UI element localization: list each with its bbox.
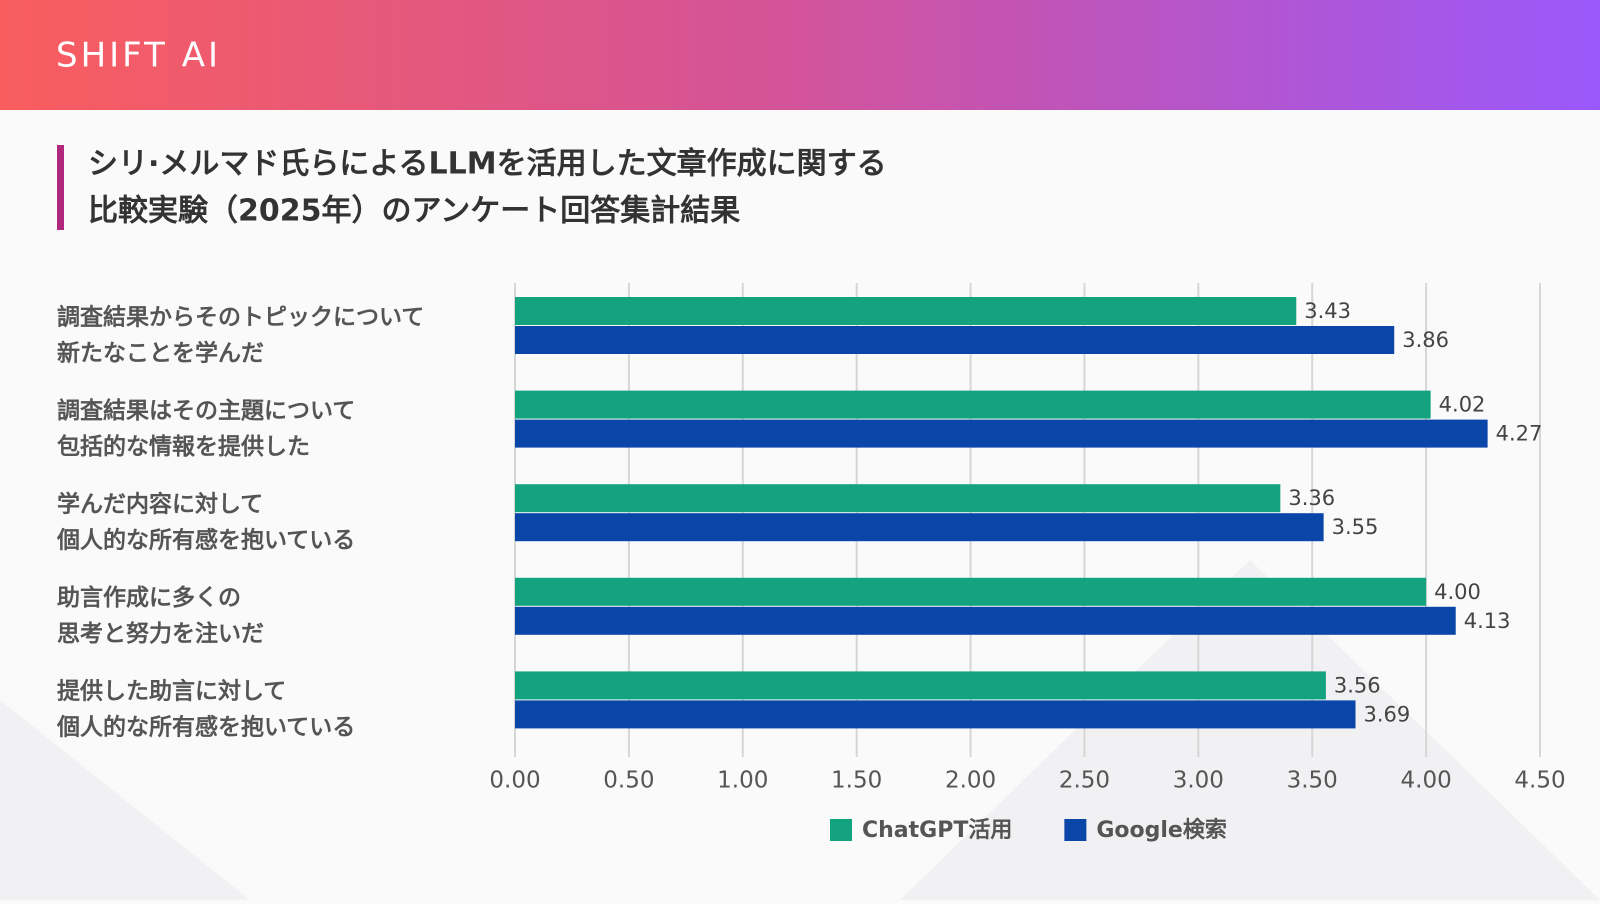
value-label: 4.27	[1496, 422, 1543, 446]
decor	[0, 700, 250, 900]
bar	[515, 513, 1324, 542]
x-tick-label: 1.50	[831, 768, 882, 794]
y-tick-label: 助言作成に多くの	[57, 584, 241, 611]
bar	[515, 484, 1281, 513]
value-label: 3.43	[1304, 299, 1351, 323]
title-accent	[57, 145, 64, 230]
bar	[515, 671, 1326, 700]
x-tick-label: 2.50	[1059, 768, 1110, 794]
x-tick-label: 3.50	[1287, 768, 1338, 794]
value-label: 3.56	[1334, 673, 1381, 697]
y-tick-label: 個人的な所有感を抱いている	[56, 714, 355, 741]
brand: SHIFT AI	[56, 36, 221, 76]
legend-swatch	[830, 819, 852, 841]
chart-title: シリ·メルマド氏らによるLLMを活用した文章作成に関する	[88, 147, 887, 182]
chart-title: 比較実験（2025年）のアンケート回答集計結果	[88, 194, 740, 229]
x-tick-label: 0.50	[603, 768, 654, 794]
value-label: 3.69	[1364, 702, 1411, 726]
legend-swatch	[1064, 819, 1087, 841]
x-tick-label: 4.00	[1401, 768, 1452, 794]
value-label: 4.02	[1439, 393, 1486, 417]
value-label: 4.13	[1464, 609, 1511, 633]
y-tick-label: 調査結果はその主題について	[57, 397, 355, 424]
bar	[515, 606, 1456, 635]
x-tick-label: 1.00	[717, 768, 768, 794]
value-label: 3.55	[1332, 515, 1379, 539]
x-tick-label: 4.50	[1514, 768, 1565, 794]
bar	[515, 700, 1356, 729]
legend-label: Google検索	[1096, 818, 1227, 843]
value-label: 3.36	[1288, 486, 1335, 510]
value-label: 3.86	[1402, 328, 1449, 352]
bar	[515, 577, 1427, 606]
y-tick-label: 調査結果からそのトピックについて	[57, 303, 424, 330]
bar	[515, 390, 1431, 419]
value-label: 4.00	[1434, 580, 1481, 604]
legend-label: ChatGPT活用	[862, 818, 1012, 843]
y-tick-label: 思考と努力を注いだ	[57, 620, 264, 647]
y-tick-label: 提供した助言に対して	[57, 678, 286, 705]
x-tick-label: 2.00	[945, 768, 996, 794]
x-tick-label: 3.00	[1173, 768, 1224, 794]
x-tick-label: 0.00	[489, 768, 540, 794]
y-tick-label: 個人的な所有感を抱いている	[56, 527, 355, 554]
bar	[515, 326, 1395, 354]
decor	[900, 560, 1600, 900]
y-tick-label: 学んだ内容に対して	[57, 491, 263, 518]
y-tick-label: 新たなことを学んだ	[57, 339, 264, 366]
y-tick-label: 包括的な情報を提供した	[57, 433, 310, 460]
bar	[515, 419, 1488, 448]
bar	[515, 297, 1297, 325]
header	[0, 0, 1600, 110]
